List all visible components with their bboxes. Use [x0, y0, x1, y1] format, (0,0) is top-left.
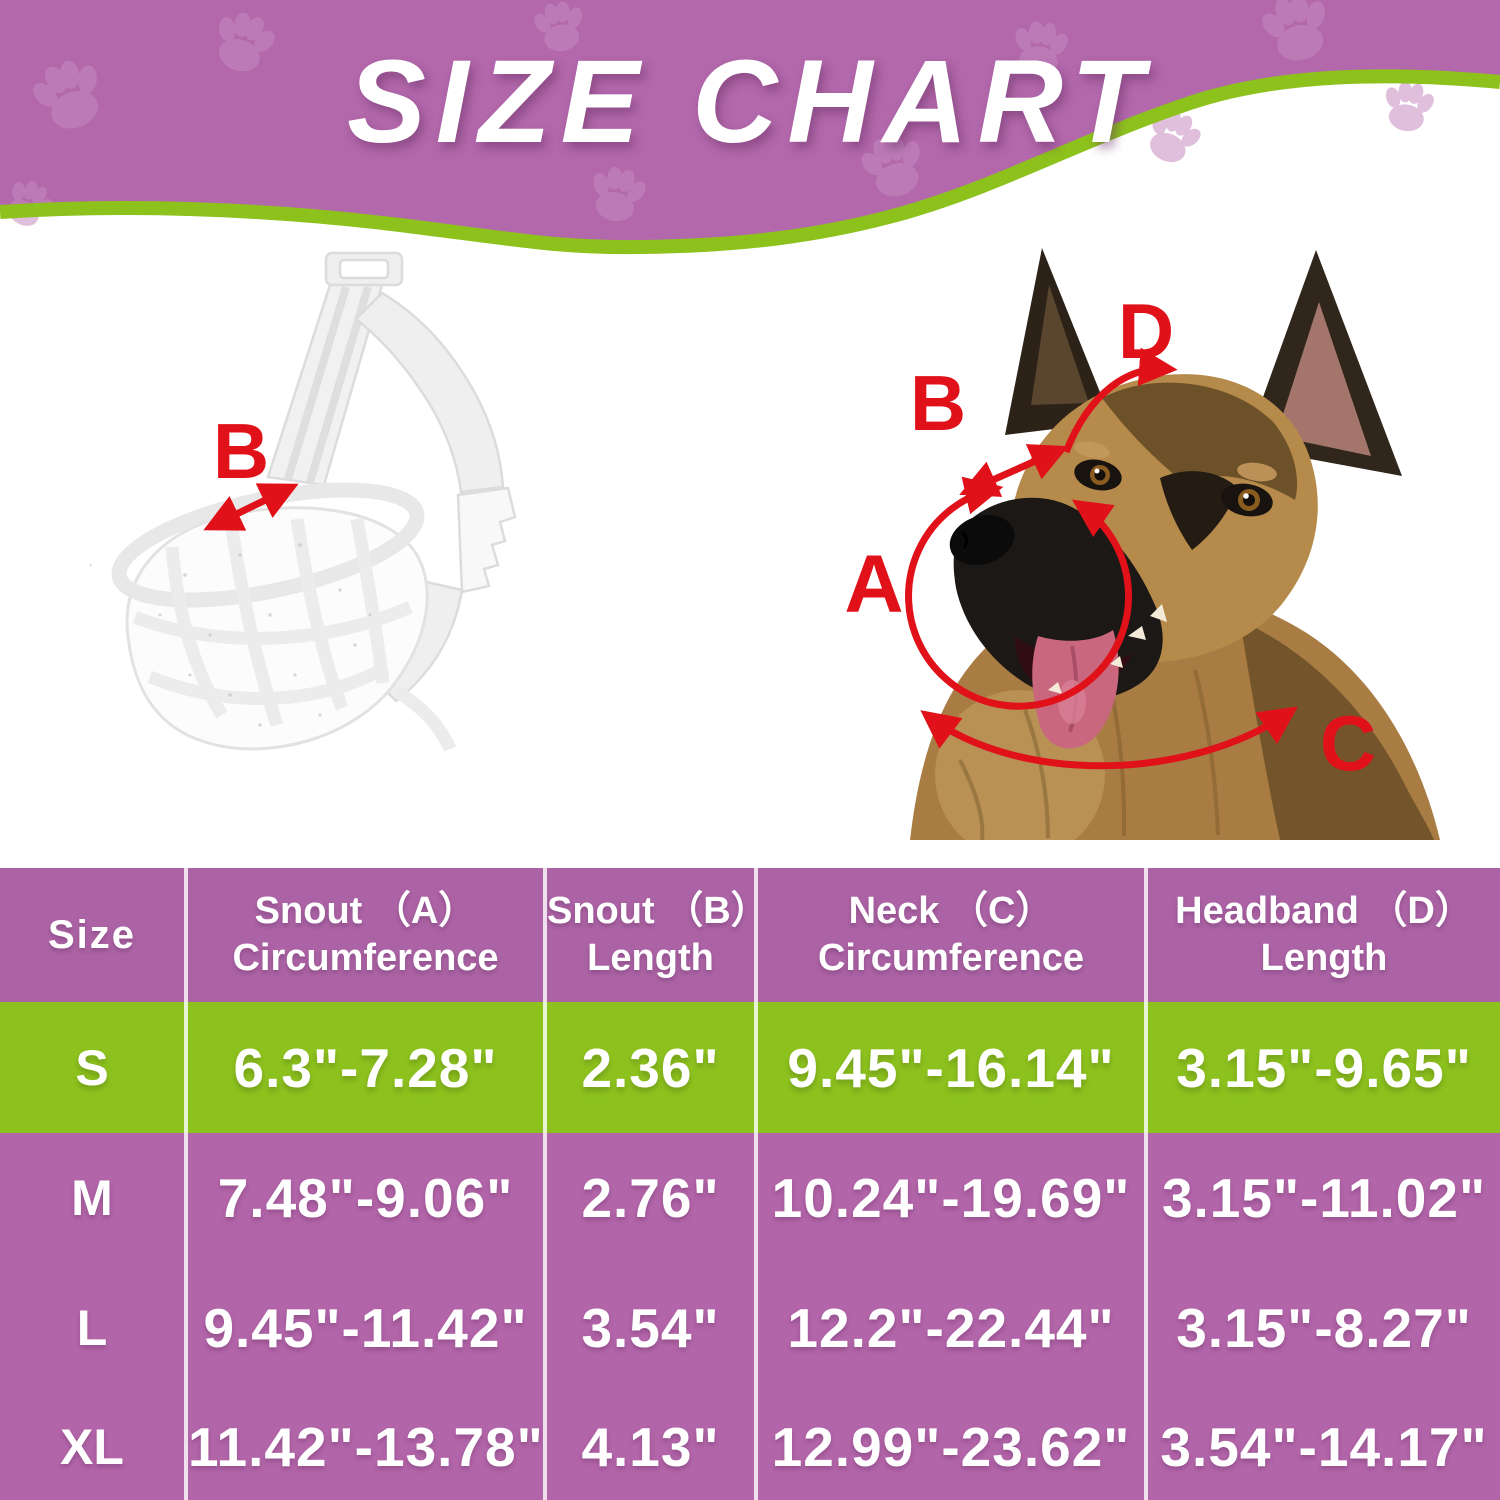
table-cell: 3.15"-9.65" — [1144, 1002, 1500, 1133]
table-row-l: L 9.45"-11.42" 3.54" 12.2"-22.44" 3.15"-… — [0, 1263, 1500, 1393]
size-table: Size Snout （A） Circumference Snout （B） Len… — [0, 868, 1500, 1500]
table-cell: 12.99"-23.62" — [754, 1393, 1146, 1500]
side-strap — [354, 291, 505, 494]
green-wave-line — [0, 69, 1500, 255]
table-row-s: S 6.3"-7.28" 2.36" 9.45"-16.14" 3.15"-9.… — [0, 1002, 1500, 1133]
table-cell: 10.24"-19.69" — [754, 1133, 1146, 1263]
table-cell: 11.42"-13.78" — [184, 1393, 545, 1500]
table-cell: 3.15"-8.27" — [1144, 1263, 1500, 1393]
header-headband-d-length: Headband （D） Length — [1144, 868, 1500, 1002]
table-cell: 6.3"-7.28" — [184, 1002, 545, 1133]
table-cell: 3.54"-14.17" — [1144, 1393, 1500, 1500]
table-cell: 12.2"-22.44" — [754, 1263, 1146, 1393]
header-snout-b-length: Snout （B） Length — [543, 868, 769, 1002]
table-cell: 9.45"-16.14" — [754, 1002, 1146, 1133]
dog-photo — [910, 248, 1440, 840]
table-cell: S — [75, 1039, 109, 1096]
header-neck-c-circumference: Neck （C） Circumference — [754, 868, 1146, 1002]
header-size: Size — [47, 913, 137, 957]
table-cell: L — [76, 1300, 108, 1356]
strap-adjuster — [456, 486, 517, 594]
page-title: SIZE CHART — [347, 36, 1153, 168]
muzzle-product-photo — [90, 251, 517, 752]
table-cell: 4.13" — [543, 1393, 756, 1500]
table-cell: 3.15"-11.02" — [1144, 1133, 1500, 1263]
table-cell: 9.45"-11.42" — [184, 1263, 545, 1393]
table-cell: 7.48"-9.06" — [184, 1133, 545, 1263]
table-cell: M — [71, 1170, 113, 1226]
banner-purple-shape — [0, 0, 1500, 248]
table-header-row: Size Snout （A） Circumference Snout （B） Len… — [0, 868, 1500, 1002]
table-cell: XL — [60, 1418, 124, 1475]
header-snout-a-circumference: Snout （A） Circumference — [184, 868, 545, 1002]
banner-wave-background — [0, 0, 1500, 255]
table-cell: 2.76" — [543, 1133, 756, 1263]
table-cell: 2.36" — [543, 1002, 756, 1133]
table-cell: 3.54" — [543, 1263, 756, 1393]
table-row-xl: XL 11.42"-13.78" 4.13" 12.99"-23.62" 3.5… — [0, 1393, 1500, 1500]
table-row-m: M 7.48"-9.06" 2.76" 10.24"-19.69" 3.15"-… — [0, 1133, 1500, 1263]
